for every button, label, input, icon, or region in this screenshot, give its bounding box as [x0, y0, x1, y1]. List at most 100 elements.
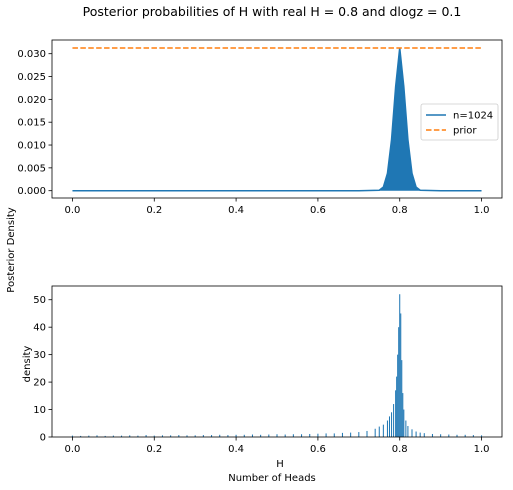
histogram-bar [398, 327, 400, 437]
legend-label: prior [453, 126, 477, 137]
histogram-bar [260, 434, 262, 437]
histogram-bar [137, 435, 139, 437]
histogram-bar [405, 420, 407, 437]
histogram-bar [393, 404, 395, 437]
histogram-bar [464, 434, 466, 437]
histogram-bar [397, 354, 399, 437]
bottom-chart-plot-area [51, 285, 503, 438]
y-tick-label: 10 [33, 405, 46, 416]
histogram-bar [386, 420, 388, 437]
figure-title: Posterior probabilities of H with real H… [83, 4, 462, 19]
histogram-bar [121, 435, 123, 437]
histogram-bar [170, 435, 172, 437]
top-chart-plot-area [51, 39, 503, 199]
y-tick-label: 0.015 [17, 118, 46, 129]
histogram-bar [403, 409, 405, 437]
x-tick-label: 0.8 [392, 205, 408, 216]
histogram-bar [186, 435, 188, 437]
top-chart-posterior: 0.0 0.2 0.4 0.6 0.8 1.0 0.0000.0050.0100.0150… [17, 39, 503, 216]
histogram-bar [402, 393, 404, 437]
x-tick-label: 0.0 [65, 444, 81, 455]
histogram-bar [145, 435, 147, 437]
x-tick-label: 0.4 [228, 205, 244, 216]
histogram-bar [396, 376, 398, 437]
bottom-chart-x-axis-label: H [276, 459, 284, 470]
histogram-bar [284, 434, 286, 437]
histogram-bar [350, 432, 352, 437]
histogram-bar [317, 433, 319, 437]
histogram-bar [227, 435, 229, 437]
histogram-bar [211, 435, 213, 437]
histogram-bar [251, 434, 253, 437]
shared-x-axis-label: Number of Heads [228, 473, 316, 484]
bottom-chart-x-ticks: 0.0 0.2 0.4 0.6 0.8 1.0 [65, 437, 490, 455]
y-tick-label: 0.020 [17, 95, 46, 106]
histogram-bar [407, 426, 409, 437]
y-tick-label: 50 [33, 295, 46, 306]
histogram-bar [366, 430, 368, 437]
y-tick-label: 30 [33, 350, 46, 361]
histogram-bar [161, 435, 163, 437]
histogram-bar [194, 435, 196, 437]
histogram-bar [153, 435, 155, 437]
legend-box [420, 103, 499, 141]
histogram-bar [448, 434, 450, 437]
x-tick-label: 0.2 [146, 205, 162, 216]
histogram-bar [88, 435, 90, 437]
histogram-bar [388, 416, 391, 437]
x-tick-label: 0.2 [146, 444, 162, 455]
histogram-bar [71, 435, 73, 437]
histogram-bar [391, 412, 393, 437]
histogram-bar [456, 434, 458, 437]
series-n1024-area [72, 47, 482, 191]
y-tick-label: 0.030 [17, 49, 46, 60]
histogram-bar [219, 434, 221, 437]
legend-label: n=1024 [453, 111, 493, 122]
histogram-bar [481, 435, 483, 437]
x-tick-label: 0.6 [310, 444, 326, 455]
histogram-bar [292, 434, 294, 437]
top-chart-y-ticks: 0.000 0.005 0.010 0.015 0.020 0.025 0.030 [17, 49, 52, 197]
histogram-bar [341, 432, 343, 437]
y-tick-label: 0.010 [17, 141, 46, 152]
x-tick-label: 1.0 [474, 205, 490, 216]
histogram-bar [301, 434, 303, 437]
histogram-bar [235, 434, 237, 437]
histogram-bar [104, 435, 106, 437]
x-tick-label: 1.0 [474, 444, 490, 455]
shared-y-axis-label: Posterior Density [6, 207, 17, 292]
histogram-bar [431, 433, 433, 437]
x-tick-label: 0.0 [65, 205, 81, 216]
histogram-bar [243, 434, 245, 437]
histogram-bar [472, 435, 474, 437]
histogram-bar [382, 424, 384, 437]
histogram-bar [178, 435, 180, 437]
bottom-chart-y-axis-label: density [22, 346, 33, 383]
top-chart-x-ticks: 0.0 0.2 0.4 0.6 0.8 1.0 [65, 198, 490, 216]
histogram-bar [399, 294, 401, 437]
histogram-bar [309, 433, 311, 437]
histogram-bar [202, 435, 204, 437]
x-tick-label: 0.4 [228, 444, 244, 455]
bottom-chart-histogram: 0.0 0.2 0.4 0.6 0.8 1.0 0 10 20 30 40 50 H density [22, 285, 503, 470]
histogram-bar [276, 434, 278, 437]
histogram-bar [440, 434, 442, 437]
histogram-bar [325, 433, 327, 437]
y-tick-label: 0.025 [17, 72, 46, 83]
histogram-bar [268, 434, 270, 437]
histogram-bar [400, 313, 402, 437]
histogram-bar [96, 435, 98, 437]
bottom-chart-y-ticks: 0 10 20 30 40 50 [33, 295, 52, 444]
histogram-bar [419, 432, 421, 437]
histogram-bar [333, 433, 335, 437]
histogram-bar [423, 433, 425, 437]
histogram-bar [378, 426, 380, 437]
top-chart-frame [51, 39, 503, 199]
histogram-bar [415, 431, 417, 437]
y-tick-label: 0 [40, 433, 46, 444]
histogram-bar [129, 435, 131, 437]
histogram-bar [411, 429, 413, 437]
histogram-bar [401, 360, 403, 437]
